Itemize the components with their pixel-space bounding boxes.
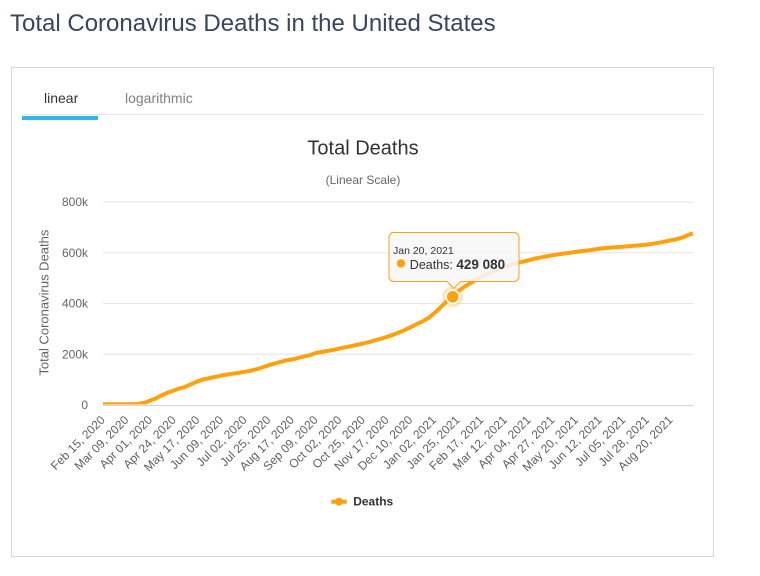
svg-text:600k: 600k (62, 246, 89, 260)
svg-text:200k: 200k (62, 347, 89, 361)
svg-text:400k: 400k (62, 297, 89, 311)
svg-text:Deaths: Deaths (353, 495, 393, 509)
svg-text:Jan 20, 2021: Jan 20, 2021 (393, 245, 454, 257)
svg-text:Deaths: 429 080: Deaths: 429 080 (410, 257, 505, 272)
svg-text:Total Deaths: Total Deaths (307, 138, 418, 160)
svg-text:(Linear Scale): (Linear Scale) (326, 173, 401, 187)
svg-text:Total Coronavirus Deaths: Total Coronavirus Deaths (37, 229, 52, 375)
svg-text:0: 0 (81, 398, 88, 412)
svg-text:800k: 800k (62, 195, 89, 209)
